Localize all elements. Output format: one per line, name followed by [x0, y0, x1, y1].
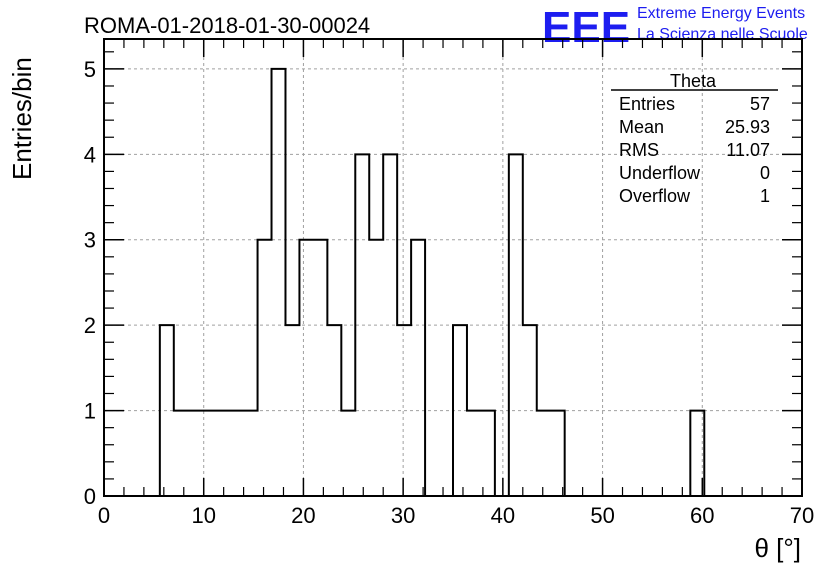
- histogram-bin: [299, 240, 313, 496]
- x-tick-label: 0: [98, 503, 110, 528]
- histogram-bin: [509, 154, 523, 496]
- histogram-bin: [160, 325, 174, 496]
- histogram-bin: [230, 411, 244, 496]
- histogram-bin: [272, 69, 286, 496]
- x-tick-label: 20: [291, 503, 315, 528]
- histogram-bin: [383, 154, 397, 496]
- histogram-bin: [551, 411, 565, 496]
- histogram-bin: [341, 411, 355, 496]
- brand-line-1: Extreme Energy Events: [637, 5, 805, 22]
- histogram-bin: [369, 240, 383, 496]
- histogram-bin: [188, 411, 202, 496]
- y-tick-label: 3: [84, 228, 96, 253]
- histogram-bin: [467, 411, 481, 496]
- histogram-bin: [523, 325, 537, 496]
- stats-entries-value: 57: [750, 94, 770, 114]
- y-axis-title: Entries/bin: [7, 57, 37, 180]
- x-tick-label: 40: [491, 503, 515, 528]
- axis-ticks: [103, 39, 803, 497]
- stats-rms-label: RMS: [619, 140, 659, 160]
- histogram-bin: [258, 240, 272, 496]
- y-tick-label: 0: [84, 484, 96, 509]
- histogram-bin: [244, 411, 258, 496]
- x-tick-label: 50: [590, 503, 614, 528]
- histogram-bin: [411, 240, 425, 496]
- stats-entries-label: Entries: [619, 94, 675, 114]
- x-tick-label: 10: [191, 503, 215, 528]
- histogram-bin: [481, 411, 495, 496]
- x-axis-title: θ [°]: [754, 533, 801, 563]
- stats-underflow-value: 0: [760, 163, 770, 183]
- stats-overflow-label: Overflow: [619, 186, 691, 206]
- stats-rms-value: 11.07: [726, 140, 770, 160]
- plot-border: [103, 38, 803, 497]
- x-tick-label: 70: [790, 503, 814, 528]
- eee-logo: EEE: [542, 3, 630, 52]
- y-tick-label: 5: [84, 57, 96, 82]
- histogram-bin: [285, 325, 299, 496]
- chart-title: ROMA-01-2018-01-30-00024: [84, 13, 370, 38]
- stats-underflow-label: Underflow: [619, 163, 701, 183]
- stats-mean-value: 25.93: [725, 117, 770, 137]
- histogram-bin: [174, 411, 188, 496]
- histogram-bin: [216, 411, 230, 496]
- y-tick-label: 2: [84, 313, 96, 338]
- stats-title: Theta: [670, 71, 717, 91]
- y-tick-label: 1: [84, 399, 96, 424]
- stats-mean-label: Mean: [619, 117, 664, 137]
- histogram-bin: [327, 325, 341, 496]
- histogram-layer: [104, 67, 802, 497]
- plot-frame: [103, 38, 803, 497]
- histogram-bin: [453, 325, 467, 496]
- x-tick-label: 60: [690, 503, 714, 528]
- stats-box: Theta Entries 57 Mean 25.93 RMS 11.07 Un…: [611, 71, 778, 206]
- histogram-bin: [537, 411, 551, 496]
- histogram-bin: [313, 240, 327, 496]
- x-tick-label: 30: [391, 503, 415, 528]
- histogram-bin: [397, 325, 411, 496]
- histogram-bin: [355, 154, 369, 496]
- y-tick-label: 4: [84, 142, 96, 167]
- stats-overflow-value: 1: [760, 186, 770, 206]
